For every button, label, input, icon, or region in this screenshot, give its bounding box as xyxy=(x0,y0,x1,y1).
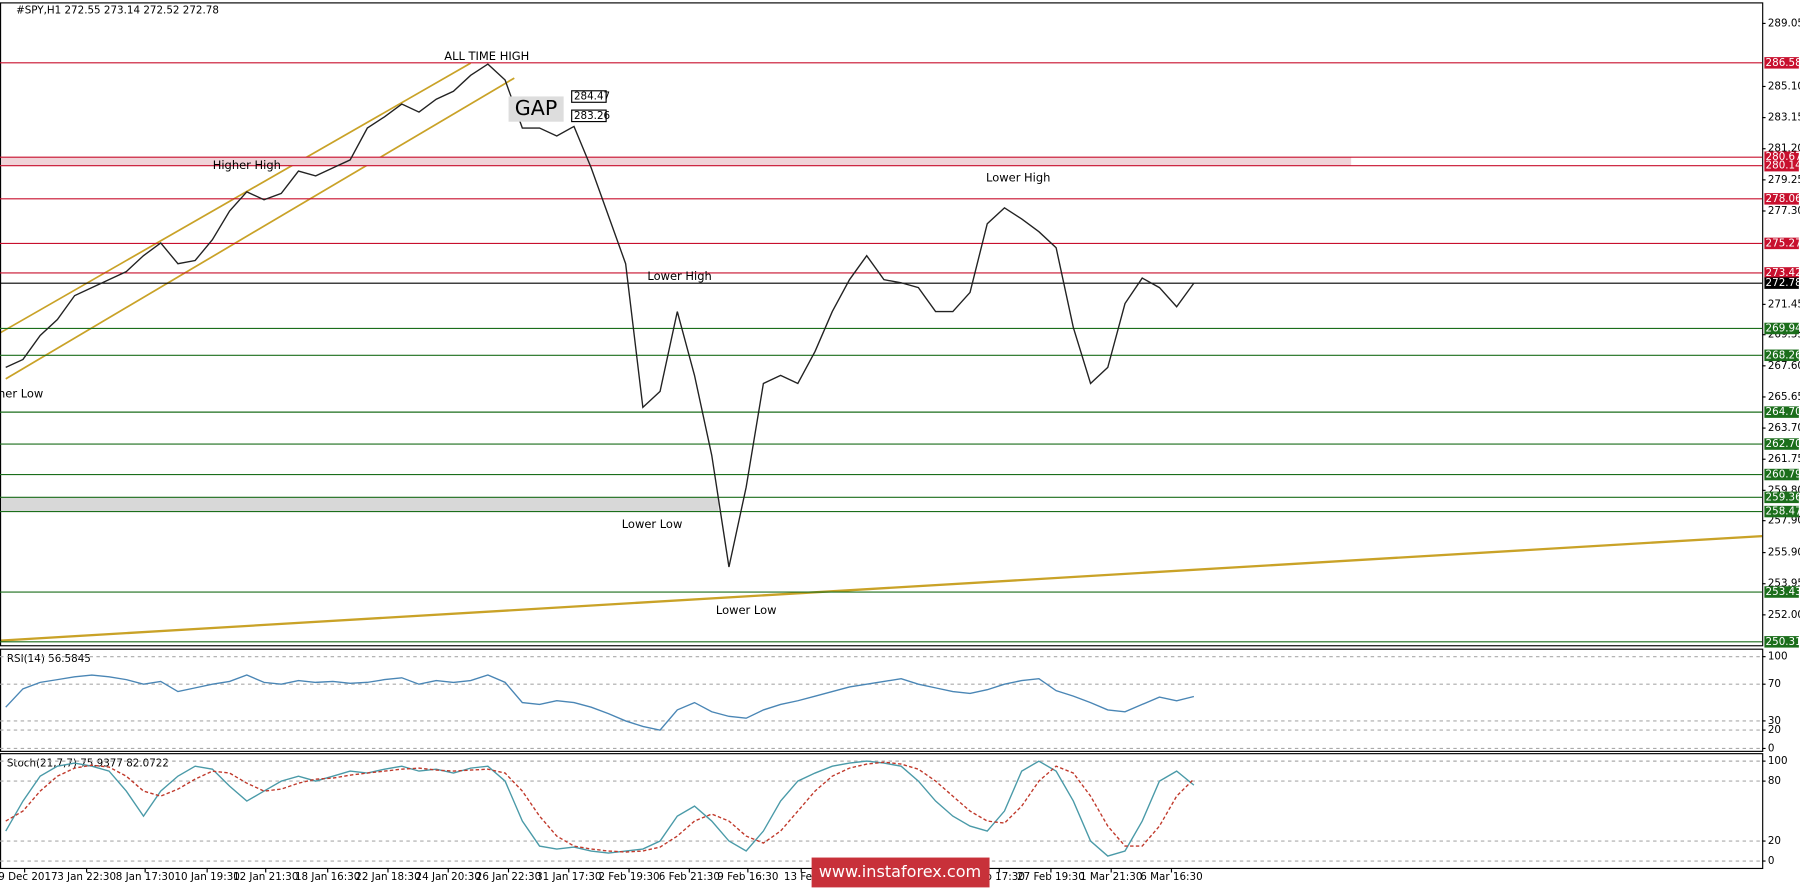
level-label: 262.70 xyxy=(1766,438,1800,450)
level-tag xyxy=(1764,159,1799,172)
level-tag xyxy=(1764,586,1799,598)
level-tag xyxy=(1764,237,1799,250)
level-tag xyxy=(1764,406,1799,418)
annotation: Lower Low xyxy=(716,603,777,617)
y-tick-label: 20 xyxy=(1768,724,1781,736)
x-tick-label: 29 Dec 2017 xyxy=(0,871,58,883)
level-label: 264.70 xyxy=(1766,406,1800,418)
y-tick-label: 285.10 xyxy=(1768,80,1800,92)
gap-label: 284.47 xyxy=(574,91,610,103)
level-label: 250.31 xyxy=(1766,636,1800,648)
level-label: 275.27 xyxy=(1766,237,1800,249)
level-tag xyxy=(1764,491,1799,504)
header: #SPY,H1 272.55 273.14 272.52 272.78 xyxy=(16,4,219,16)
y-tick-label: 283.15 xyxy=(1768,112,1800,124)
x-tick-label: 8 Jan 17:30 xyxy=(116,871,175,883)
level-tag xyxy=(1764,349,1799,362)
level-label: 253.43 xyxy=(1766,586,1800,598)
y-tick-label: 279.25 xyxy=(1768,174,1800,186)
level-label: 278.06 xyxy=(1766,193,1800,205)
x-tick-label: 1 Mar 21:30 xyxy=(1080,871,1142,883)
y-tick-label: 0 xyxy=(1768,742,1775,754)
y-tick-label: 70 xyxy=(1768,678,1781,690)
annotation: Lower High xyxy=(647,269,711,283)
zone xyxy=(1,157,1352,166)
y-tick-label: 267.60 xyxy=(1768,360,1800,372)
annotation: Lower High xyxy=(986,170,1050,184)
support-trend xyxy=(0,534,1763,642)
x-tick-label: 2 Feb 19:30 xyxy=(598,871,659,883)
level-tag xyxy=(1764,505,1799,518)
annotation: Higher High xyxy=(213,158,281,172)
gap-highlight xyxy=(508,96,564,122)
x-tick-label: 3 Jan 22:30 xyxy=(57,871,116,883)
x-tick-label: 24 Jan 20:30 xyxy=(416,871,481,883)
channel-top xyxy=(0,62,472,334)
y-tick-label: 257.90 xyxy=(1768,515,1800,527)
y-tick-label: 263.70 xyxy=(1768,422,1800,434)
watermark: www.instaforex.com xyxy=(819,862,981,881)
level-tag xyxy=(1764,267,1799,279)
x-tick-label: 9 Feb 16:30 xyxy=(717,871,778,883)
zone xyxy=(1,497,719,512)
gap-box xyxy=(571,109,607,123)
y-tick-label: 30 xyxy=(1768,715,1781,727)
level-tag xyxy=(1764,636,1799,648)
x-tick-label: 10 Jan 19:30 xyxy=(174,871,239,883)
level-tag xyxy=(1764,438,1799,450)
y-tick-label: 271.45 xyxy=(1768,298,1800,310)
y-tick-label: 261.75 xyxy=(1768,453,1800,465)
series-line xyxy=(5,760,1195,857)
level-tag xyxy=(1764,468,1799,481)
level-label: 286.58 xyxy=(1766,57,1800,69)
y-tick-label: 0 xyxy=(1768,855,1775,867)
price-panel xyxy=(0,2,1764,647)
y-tick-label: 100 xyxy=(1768,651,1788,663)
y-tick-label: 255.90 xyxy=(1768,547,1800,559)
series-line xyxy=(5,761,1195,853)
y-tick-label: 20 xyxy=(1768,835,1781,847)
level-tag xyxy=(1764,322,1799,335)
level-tag xyxy=(1764,151,1799,163)
level-label: 269.94 xyxy=(1766,322,1800,334)
x-tick-label: 12 Jan 21:30 xyxy=(233,871,298,883)
annotation: Lower Low xyxy=(622,517,683,531)
gap-label: 283.26 xyxy=(574,110,610,122)
x-tick-label: 6 Mar 16:30 xyxy=(1140,871,1202,883)
x-tick-label: 26 Jan 22:30 xyxy=(476,871,541,883)
x-tick-label: 27 Feb 19:30 xyxy=(1017,871,1085,883)
x-tick-label: 18 Jan 16:30 xyxy=(295,871,360,883)
level-tag xyxy=(1764,277,1799,289)
level-label: 258.47 xyxy=(1766,506,1800,518)
gap-box xyxy=(571,90,607,103)
rsi-title: RSI(14) 56.5845 xyxy=(7,653,91,665)
series-line xyxy=(5,674,1195,731)
y-tick-label: 277.30 xyxy=(1768,205,1800,217)
level-label: 260.79 xyxy=(1766,469,1800,481)
y-tick-label: 289.05 xyxy=(1768,17,1800,29)
y-tick-label: 80 xyxy=(1768,775,1781,787)
y-tick-label: 252.00 xyxy=(1768,609,1800,621)
series-line xyxy=(5,63,1195,568)
level-label: 268.26 xyxy=(1766,349,1800,361)
level-label: 272.78 xyxy=(1766,277,1800,289)
x-tick-label: 6 Feb 21:30 xyxy=(659,871,720,883)
x-tick-label: 13 Feb xyxy=(784,871,819,883)
level-tag xyxy=(1764,57,1799,69)
y-tick-label: 265.65 xyxy=(1768,391,1800,403)
x-tick-label: 22 Jan 18:30 xyxy=(355,871,420,883)
level-label: 280.14 xyxy=(1766,160,1800,172)
annotation: ALL TIME HIGH xyxy=(444,49,529,63)
x-tick-label: 31 Jan 17:30 xyxy=(536,871,601,883)
rsi-panel xyxy=(0,648,1764,752)
watermark-box xyxy=(811,857,990,888)
level-label: 273.42 xyxy=(1766,267,1800,279)
y-tick-label: 100 xyxy=(1768,755,1788,767)
level-label: 259.36 xyxy=(1766,491,1800,503)
level-tag xyxy=(1764,193,1799,205)
stoch-title: Stoch(21,7,7) 75.9377 82.0722 xyxy=(7,757,169,769)
annotation: her Low xyxy=(0,386,43,400)
annotation: GAP xyxy=(515,96,558,120)
